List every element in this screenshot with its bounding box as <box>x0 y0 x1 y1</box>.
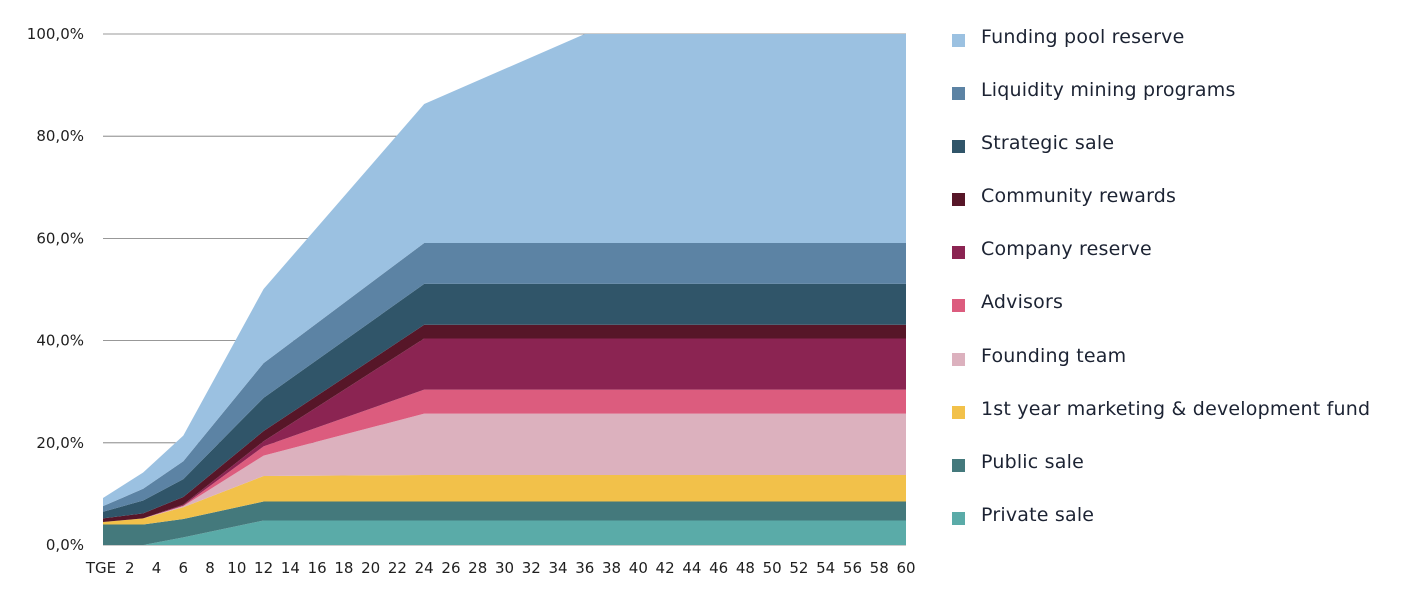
x-tick-label: 22 <box>388 559 407 577</box>
x-tick-label: 46 <box>709 559 728 577</box>
legend-swatch <box>952 405 965 419</box>
x-axis-ticks: TGE 2 4 6 8 10 12 14 16 18 20 22 24 26 28 30 32 34 36 38 40 4… <box>85 559 916 577</box>
area-strategic-sale <box>103 283 906 519</box>
legend-swatch <box>952 87 965 101</box>
area-community-rewards <box>103 324 906 522</box>
x-tick-label: 4 <box>152 559 162 577</box>
legend-swatch <box>952 352 965 366</box>
legend-swatch <box>952 299 965 313</box>
legend-label: Community rewards <box>981 185 1177 208</box>
area-series <box>103 34 906 545</box>
x-tick-label: 48 <box>736 559 755 577</box>
x-tick-label: 8 <box>205 559 215 577</box>
y-tick-label: 40,0% <box>36 332 84 350</box>
x-tick-label: 38 <box>602 559 621 577</box>
y-tick-label: 0,0% <box>46 536 84 554</box>
x-tick-label: TGE <box>85 559 116 577</box>
x-tick-label: 28 <box>468 559 487 577</box>
legend-swatch <box>952 140 965 154</box>
legend-label: Company reserve <box>981 238 1152 261</box>
y-axis-ticks: 0,0% 20,0% 40,0% 60,0% 80,0% 100,0% <box>27 25 84 554</box>
legend-label: Founding team <box>981 344 1127 367</box>
area-private-sale <box>103 520 906 545</box>
area-public-sale <box>103 501 906 545</box>
area-1st-year-marketing-development-fund <box>103 474 906 525</box>
x-tick-label: 14 <box>281 559 300 577</box>
stacked-area-chart: 0,0%20,0%40,0%60,0%80,0%100,0% TGE 2 4 6 8 10… <box>27 25 916 577</box>
y-tick-label: 60,0% <box>36 229 84 247</box>
x-tick-label: 16 <box>308 559 327 577</box>
y-tick-label: 20,0% <box>36 434 84 452</box>
x-tick-label: 44 <box>682 559 701 577</box>
area-founding-team <box>103 413 906 522</box>
x-tick-label: 54 <box>816 559 835 577</box>
y-tick-label: 80,0% <box>36 127 84 145</box>
legend-swatch <box>952 34 965 47</box>
x-tick-label: 40 <box>629 559 648 577</box>
x-tick-label: 50 <box>763 559 782 577</box>
x-tick-label: 34 <box>548 559 567 577</box>
legend-label: Strategic sale <box>981 132 1115 155</box>
x-tick-label: 2 <box>125 559 135 577</box>
x-tick-label: 18 <box>334 559 353 577</box>
legend-label: Liquidity mining programs <box>981 79 1236 102</box>
x-tick-label: 26 <box>441 559 460 577</box>
legend-label: Funding pool reserve <box>981 26 1185 48</box>
legend-label: 1st year marketing & development fund <box>981 397 1371 420</box>
x-tick-label: 58 <box>870 559 889 577</box>
legend-swatch <box>952 511 965 525</box>
legend-swatch <box>952 193 965 207</box>
x-tick-label: 52 <box>789 559 808 577</box>
x-tick-label: 32 <box>522 559 541 577</box>
area-funding-pool-reserve <box>103 34 906 507</box>
x-tick-label: 12 <box>254 559 273 577</box>
area-advisors <box>103 389 906 522</box>
legend-label: Public sale <box>981 450 1084 473</box>
legend-swatch <box>952 246 965 260</box>
area-liquidity-mining-programs <box>103 243 906 512</box>
x-tick-label: 56 <box>843 559 862 577</box>
x-tick-label: 36 <box>575 559 594 577</box>
x-tick-label: 6 <box>179 559 189 577</box>
x-tick-label: 20 <box>361 559 380 577</box>
y-tick-label: 100,0% <box>27 25 84 43</box>
legend-label: Private sale <box>981 503 1095 526</box>
x-tick-label: 42 <box>656 559 675 577</box>
legend-label: Advisors <box>981 291 1064 314</box>
x-tick-label: 60 <box>896 559 915 577</box>
area-company-reserve <box>103 338 906 522</box>
legend-swatch <box>952 458 965 472</box>
x-tick-label: 10 <box>227 559 246 577</box>
x-tick-label: 24 <box>415 559 434 577</box>
x-tick-label: 30 <box>495 559 514 577</box>
